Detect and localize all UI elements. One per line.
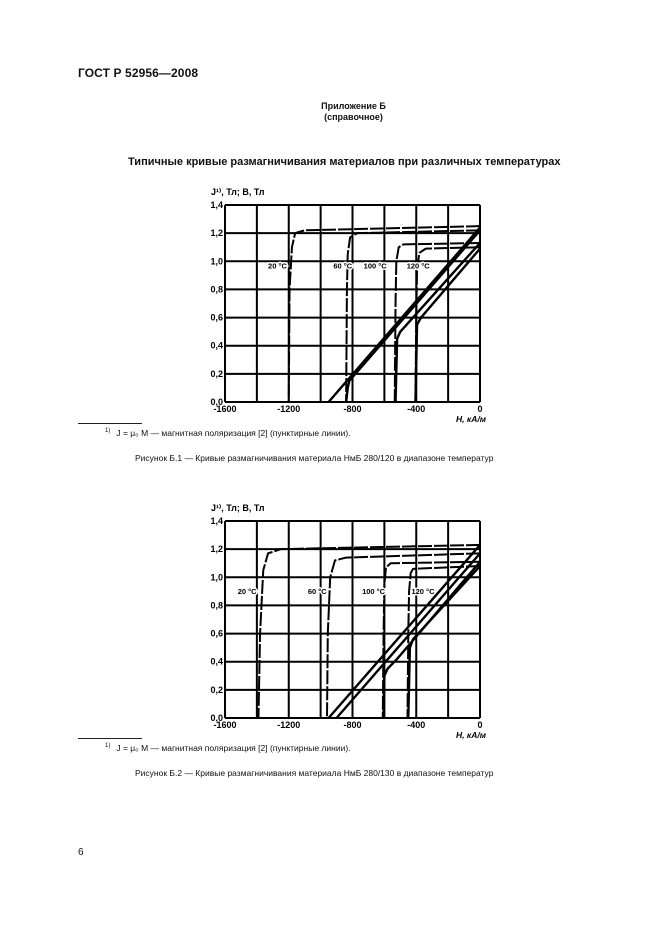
curve-j-100-c [381, 560, 481, 719]
y-tick-label: 0,2 [210, 685, 223, 695]
y-tick-label: 1,2 [210, 544, 223, 554]
y-axis-label: J¹⁾, Тл; B, Тл [211, 503, 265, 513]
curve-b-60-c [335, 552, 481, 719]
y-tick-label: 0,4 [210, 341, 223, 351]
y-tick-label: 1,0 [210, 572, 223, 582]
footnote-b1: 1) J = μ₀ M — магнитная поляризация [2] (… [105, 428, 351, 438]
curve-j-20-c [257, 543, 481, 719]
y-tick-label: 0,8 [210, 600, 223, 610]
footnote-rule [78, 423, 142, 424]
chart-grid [224, 204, 481, 403]
y-axis-label: J¹⁾, Тл; B, Тл [211, 187, 265, 197]
curve-j-100-c [393, 241, 481, 403]
annex-title: Приложение Б [321, 101, 386, 111]
y-tick-label: 0,6 [210, 313, 223, 323]
x-tick-label: -800 [343, 720, 361, 730]
temperature-label: 20 °C [238, 587, 257, 596]
x-tick-label: -1600 [213, 404, 236, 414]
footnote-rule [78, 738, 142, 739]
section-title: Типичные кривые размагничивания материал… [128, 156, 561, 168]
footnote-text: J = μ₀ M — магнитная поляризация [2] (пу… [116, 743, 351, 753]
y-tick-label: 0,6 [210, 629, 223, 639]
y-tick-label: 0,2 [210, 369, 223, 379]
curve-j-20-c [287, 225, 481, 403]
figure-caption-b1: Рисунок Б.1 — Кривые размагничивания мат… [135, 453, 494, 463]
curve-b-60-c [344, 229, 481, 403]
temperature-label: 100 °C [364, 261, 388, 270]
temperature-label: 60 °C [308, 587, 327, 596]
page-number: 6 [78, 847, 84, 858]
y-tick-label: 0,8 [210, 284, 223, 294]
curve-b-120-c [414, 247, 481, 403]
x-axis-label: H, кА/м [456, 414, 487, 424]
y-tick-label: 0,0 [210, 713, 223, 723]
footnote-b2: 1) J = μ₀ M — магнитная поляризация [2] (… [105, 743, 351, 753]
curve-j-60-c [326, 552, 481, 719]
temperature-label: 120 °C [411, 587, 435, 596]
temperature-label: 60 °C [333, 261, 352, 270]
temperature-label: 20 °C [268, 261, 287, 270]
x-tick-label: 0 [477, 720, 482, 730]
x-axis-label: H, кА/м [456, 730, 487, 740]
temperature-label: 100 °C [362, 587, 386, 596]
y-tick-label: 1,4 [210, 200, 223, 210]
x-tick-label: -1200 [277, 720, 300, 730]
chart-grid [224, 520, 481, 719]
curve-j-60-c [345, 229, 481, 403]
y-tick-label: 1,0 [210, 256, 223, 266]
y-tick-label: 1,2 [210, 228, 223, 238]
curve-b-20-c [327, 226, 481, 403]
chart-figure-b1: 0,0 0,2 0,4 0,6 0,8 1,0 1,2 1,4 -1600 -1200 -800 -4… [210, 187, 487, 424]
y-tick-label: 0,0 [210, 397, 223, 407]
curve-b-20-c [327, 544, 481, 719]
x-tick-label: -800 [343, 404, 361, 414]
x-tick-label: -1600 [213, 720, 236, 730]
y-tick-label: 0,4 [210, 657, 223, 667]
curve-b-120-c [407, 565, 481, 719]
temperature-label: 120 °C [407, 261, 431, 270]
figure-caption-b2: Рисунок Б.2 — Кривые размагничивания мат… [135, 768, 494, 778]
footnote-marker: 1) [105, 743, 111, 750]
footnote-marker: 1) [105, 428, 111, 435]
x-tick-label: 0 [477, 404, 482, 414]
footnote-text: J = μ₀ M — магнитная поляризация [2] (пу… [116, 428, 351, 438]
chart-figure-b2: 0,0 0,2 0,4 0,6 0,8 1,0 1,2 1,4 -1600 -1200 -800 -4… [210, 503, 487, 740]
x-tick-label: -400 [407, 404, 425, 414]
x-tick-label: -400 [407, 720, 425, 730]
curve-b-100-c [394, 242, 481, 403]
y-tick-label: 1,4 [210, 516, 223, 526]
annex-subtitle: (справочное) [324, 112, 383, 122]
x-tick-label: -1200 [277, 404, 300, 414]
standard-code: ГОСТ Р 52956—2008 [78, 66, 199, 80]
